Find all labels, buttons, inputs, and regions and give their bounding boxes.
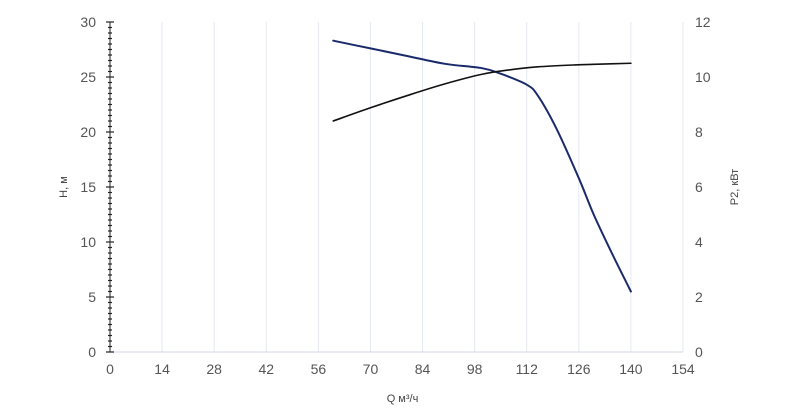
- x-tick-label: 98: [467, 361, 483, 377]
- left-y-tick-label: 10: [80, 234, 96, 250]
- left-y-tick-label: 15: [80, 179, 96, 195]
- x-tick-label: 70: [363, 361, 379, 377]
- right-y-tick-label: 2: [695, 289, 703, 305]
- left-y-tick-label: 20: [80, 124, 96, 140]
- x-tick-label: 112: [516, 361, 539, 377]
- grid: [161, 22, 684, 352]
- x-tick-label: 0: [106, 361, 114, 377]
- x-tick-label: 154: [671, 361, 695, 377]
- right-y-axis-title: P2, кВт: [729, 169, 741, 205]
- tick-labels: 0 14 28 42 56 70 84 98 112 126 140 1540510152025300…: [80, 14, 710, 377]
- axes: [109, 22, 683, 353]
- x-tick-label: 42: [258, 361, 274, 377]
- left-y-tick-label: 25: [80, 69, 96, 85]
- right-y-tick-label: 0: [695, 344, 703, 360]
- left-y-tick-label: 5: [88, 289, 96, 305]
- left-y-axis-title: H, м: [58, 176, 70, 198]
- left-y-tick-label: 0: [88, 344, 96, 360]
- x-tick-label: 84: [415, 361, 431, 377]
- x-tick-label: 140: [619, 361, 643, 377]
- right-y-tick-label: 8: [695, 124, 703, 140]
- x-tick-label: 126: [567, 361, 591, 377]
- right-y-tick-label: 6: [695, 179, 703, 195]
- right-y-tick-label: 12: [695, 14, 711, 30]
- right-y-tick-label: 10: [695, 69, 711, 85]
- series: [332, 39, 632, 293]
- power-curve-line: [332, 62, 632, 122]
- head-curve-line: [332, 39, 632, 293]
- x-tick-label: 28: [206, 361, 222, 377]
- left-y-tick-label: 30: [80, 14, 96, 30]
- x-tick-label: 14: [154, 361, 170, 377]
- x-axis-title: Q м³/ч: [387, 393, 419, 405]
- x-tick-label: 56: [311, 361, 327, 377]
- right-y-tick-label: 4: [695, 234, 703, 250]
- tick-marks: [106, 21, 114, 353]
